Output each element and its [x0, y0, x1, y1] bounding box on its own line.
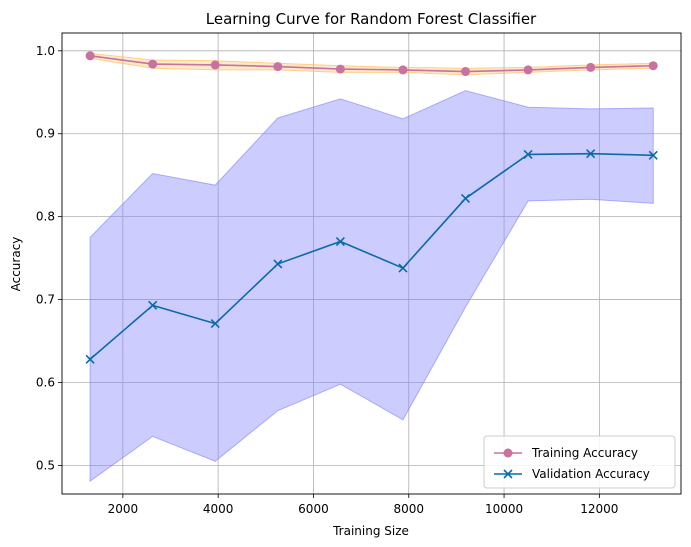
- x-tick-label: 10000: [485, 502, 523, 516]
- legend-label-training: Training Accuracy: [531, 446, 638, 460]
- series-line-validation: [89, 152, 654, 360]
- data-point-validation: [148, 300, 158, 310]
- data-point-validation: [335, 236, 345, 247]
- x-axis-label: Training Size: [332, 524, 409, 538]
- data-point-training: [85, 51, 95, 61]
- data-point-training: [461, 67, 471, 77]
- data-point-training: [273, 62, 283, 72]
- grid-lines: [62, 33, 681, 494]
- plot-frame: [61, 32, 682, 495]
- data-point-validation: [523, 149, 533, 160]
- legend-marker-training: [503, 448, 513, 458]
- data-point-validation: [273, 259, 283, 269]
- legend-label-validation: Validation Accuracy: [532, 467, 650, 481]
- data-point-training: [398, 65, 408, 75]
- data-point-training: [210, 60, 220, 70]
- data-point-validation: [85, 354, 95, 364]
- x-tick-label: 4000: [203, 502, 234, 516]
- y-tick-label: 0.5: [36, 458, 55, 472]
- data-point-validation: [210, 319, 220, 329]
- data-point-validation: [586, 149, 596, 159]
- legend-marker-validation: [503, 469, 513, 479]
- y-tick-label: 0.7: [36, 293, 55, 307]
- y-tick-label: 1.0: [36, 44, 55, 58]
- series-lines: [89, 55, 654, 360]
- data-point-training: [648, 61, 658, 71]
- data-point-validation: [398, 263, 408, 273]
- data-point-training: [523, 65, 533, 75]
- x-tick-label: 12000: [580, 502, 618, 516]
- series-line-training: [90, 55, 654, 73]
- y-tick-label: 0.6: [36, 375, 55, 389]
- legend-box: [483, 435, 676, 489]
- data-point-validation: [648, 150, 658, 160]
- chart-title: Learning Curve for Random Forest Classif…: [206, 10, 537, 28]
- data-point-training: [586, 62, 596, 72]
- y-tick-label: 0.9: [36, 127, 55, 141]
- data-point-validation: [460, 193, 471, 203]
- x-axis-ticks: 2000 4000 6000 8000 10000 12000: [108, 494, 618, 516]
- data-point-training: [335, 64, 345, 74]
- x-tick-label: 2000: [108, 502, 139, 516]
- x-tick-label: 8000: [393, 502, 424, 516]
- y-tick-label: 0.8: [36, 210, 55, 224]
- series-markers: [85, 51, 658, 364]
- y-axis-ticks: 0.5 0.6 0.7 0.8 0.9 1.0: [36, 44, 62, 472]
- x-tick-label: 6000: [298, 502, 329, 516]
- data-point-training: [148, 59, 158, 69]
- confidence-band-validation: [89, 90, 654, 483]
- legend: Training Accuracy Validation Accuracy: [483, 435, 676, 489]
- y-axis-label: Accuracy: [9, 237, 23, 292]
